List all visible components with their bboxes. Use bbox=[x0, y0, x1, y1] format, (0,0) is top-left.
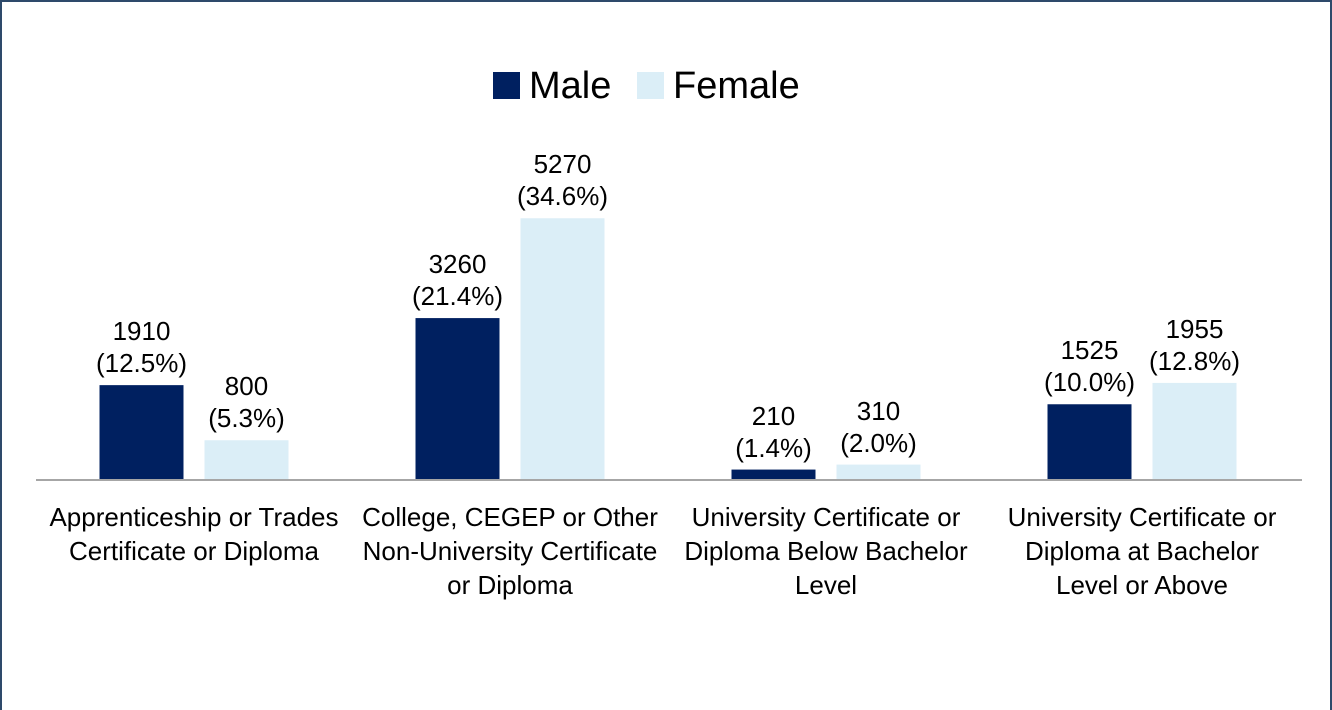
data-label: 1955 (12.8%) bbox=[1148, 313, 1241, 376]
bar bbox=[415, 318, 500, 480]
data-label: 3260 (21.4%) bbox=[411, 249, 504, 312]
x-tick-label: University Certificate or Diploma at Bac… bbox=[1007, 502, 1277, 600]
bar bbox=[520, 218, 605, 481]
data-label: 310 (2.0%) bbox=[840, 395, 917, 458]
data-label: 210 (1.4%) bbox=[735, 400, 812, 463]
data-label: 5270 (34.6%) bbox=[516, 149, 609, 212]
data-label: 800 (5.3%) bbox=[208, 371, 285, 434]
bar bbox=[1047, 404, 1132, 480]
data-label: 1910 (12.5%) bbox=[95, 316, 188, 379]
bar bbox=[836, 464, 921, 480]
legend-label: Female bbox=[673, 65, 800, 107]
legend-swatch bbox=[493, 72, 520, 99]
x-tick-label: University Certificate or Diploma Below … bbox=[684, 502, 968, 600]
x-tick-label: College, CEGEP or Other Non-University C… bbox=[362, 502, 658, 600]
data-label: 1525 (10.0%) bbox=[1043, 335, 1136, 398]
bar bbox=[1152, 382, 1237, 480]
bar bbox=[204, 440, 289, 480]
x-tick-label: Apprenticeship or Trades Certificate or … bbox=[49, 502, 339, 566]
bar bbox=[731, 469, 816, 480]
legend-label: Male bbox=[529, 65, 612, 107]
bar bbox=[99, 385, 184, 480]
legend-swatch bbox=[637, 72, 664, 99]
